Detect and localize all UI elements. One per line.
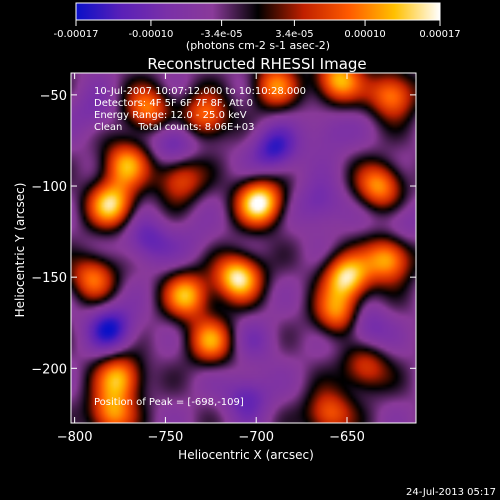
y-axis-ticks: −200 −150 −100 −50 [31, 89, 416, 377]
footer-timestamp: 24-Jul-2013 05:17 [406, 487, 496, 498]
x-tick-label: −650 [329, 430, 365, 445]
annotation-detectors: Detectors: 4F 5F 6F 7F 8F, Att 0 [94, 98, 253, 109]
colorbar-tick-label: 0.00017 [419, 29, 460, 40]
y-tick-label: −100 [31, 180, 67, 195]
colorbar-tick-label: -3.4e-05 [201, 29, 243, 40]
peak-position-label: Position of Peak = [-698,-109] [94, 397, 244, 408]
colorbar-ticks: -0.00017 -0.00010 -3.4e-05 3.4e-05 0.00010 0.… [54, 20, 461, 40]
annotation-total-counts: Clean Total counts: 8.06E+03 [94, 122, 254, 133]
x-tick-label: −750 [148, 430, 184, 445]
colorbar [75, 2, 441, 21]
x-tick-label: −800 [57, 430, 93, 445]
colorbar-tick-label: -0.00017 [54, 29, 99, 40]
y-tick-label: −150 [31, 271, 67, 286]
annotation-energy-range: Energy Range: 12.0 - 25.0 keV [94, 110, 247, 121]
x-axis-label: Heliocentric X (arcsec) [178, 448, 314, 462]
heatmap-image [71, 73, 416, 423]
chart-title: Reconstructed RHESSI Image [147, 55, 366, 73]
y-tick-label: −50 [40, 89, 67, 104]
colorbar-unit-label: (photons cm-2 s-1 asec-2) [186, 39, 330, 52]
x-axis-ticks: −800 −750 −700 −650 [57, 73, 365, 445]
plot-frame [70, 72, 417, 424]
colorbar-tick-label: 0.00010 [344, 29, 385, 40]
colorbar-tick-label: 3.4e-05 [275, 29, 313, 40]
y-tick-label: −200 [31, 362, 67, 377]
y-axis-label: Heliocentric Y (arcsec) [13, 183, 27, 318]
colorbar-tick-label: -0.00010 [128, 29, 173, 40]
annotation-time-range: 10-Jul-2007 10:07:12.000 to 10:10:28.000 [94, 86, 306, 97]
x-tick-label: −700 [238, 430, 274, 445]
